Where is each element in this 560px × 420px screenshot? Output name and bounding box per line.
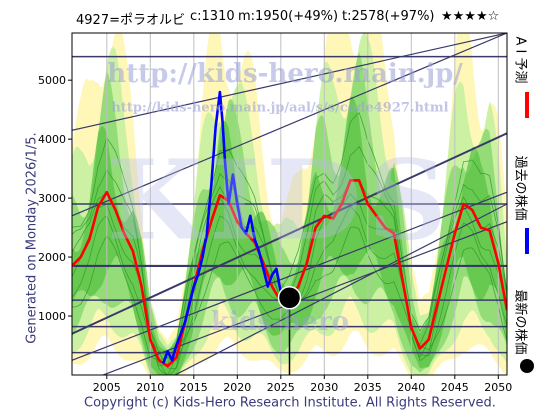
latest-marker <box>277 286 302 375</box>
y-tick-label: 2000 <box>38 251 66 264</box>
header-code-name: 4927=ポラオルビ <box>76 13 185 28</box>
x-tick-label: 2020 <box>223 381 251 394</box>
band-dark-green <box>72 96 507 375</box>
x-tick-label: 2045 <box>441 381 469 394</box>
band-contour-line <box>72 112 507 366</box>
watermark-big: KIDS <box>107 135 453 265</box>
legend-marks <box>520 92 534 373</box>
x-tick-label: 2015 <box>180 381 208 394</box>
x-tick-label: 2025 <box>267 381 295 394</box>
header-target: t:2578(+97%) <box>342 9 435 24</box>
x-tick-label: 2005 <box>93 381 121 394</box>
plot-frame <box>71 32 508 376</box>
y-axis-ticks: 1000 2000 3000 4000 5000 <box>38 74 72 323</box>
copyright-text: Copyright (c) Kids-Hero Research Institu… <box>84 395 496 411</box>
y-tick-label: 3000 <box>38 192 66 205</box>
header-current: c:1310 <box>190 9 235 24</box>
watermark-bottom: kids-hero <box>211 307 349 337</box>
past-price-line <box>162 90 291 364</box>
trend-line <box>72 33 507 217</box>
watermark-url-page: http://kids-hero.main.jp/aal/s/s/code492… <box>111 100 449 116</box>
legend-ai-label: A I 予測 <box>512 36 528 84</box>
x-axis-ticks: 2005 2010 2015 2020 2025 2030 2035 2040 2045 2050 <box>93 375 512 394</box>
x-tick-label: 2010 <box>136 381 164 394</box>
generated-date-label: Generated on Monday 2026/1/5. <box>24 132 40 344</box>
legend-past-label: 過去の株価 <box>512 155 528 221</box>
x-tick-label: 2040 <box>397 381 425 394</box>
legend-latest-label: 最新の株価 <box>512 289 528 355</box>
watermark-url-main: http://kids-hero.main.jp/ <box>107 59 463 89</box>
trend-line <box>72 191 507 361</box>
x-tick-label: 2050 <box>484 381 512 394</box>
y-tick-label: 1000 <box>38 310 66 323</box>
header-stars: ★★★★☆ <box>441 9 500 24</box>
trend-line <box>72 33 507 131</box>
y-tick-label: 5000 <box>38 74 66 87</box>
y-tick-label: 4000 <box>38 133 66 146</box>
header-mid: m:1950(+49%) <box>238 9 339 24</box>
x-tick-label: 2035 <box>354 381 382 394</box>
x-tick-label: 2030 <box>310 381 338 394</box>
latest-marker-dot <box>277 286 302 310</box>
legend-latest-swatch <box>520 359 534 373</box>
